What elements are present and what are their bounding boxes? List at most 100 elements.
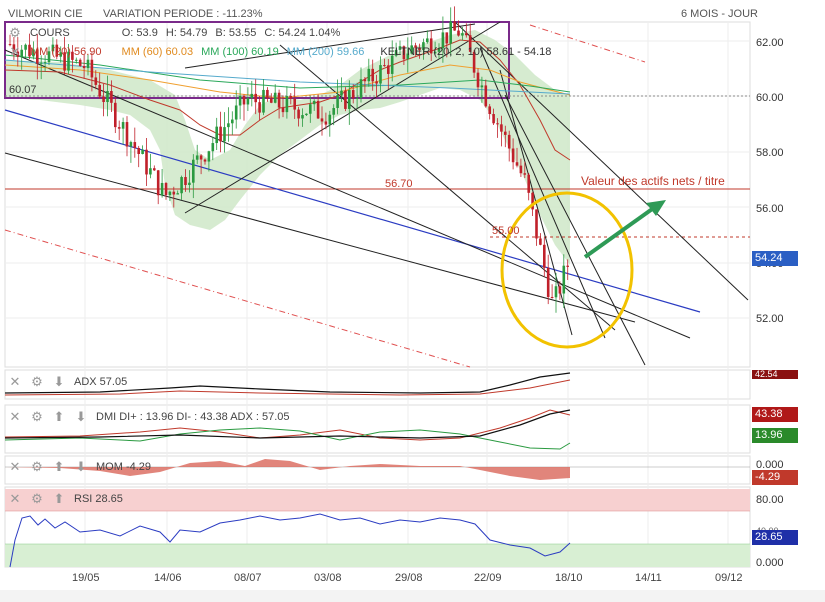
legend-high: H: 54.79 [165, 27, 208, 39]
x-tick-label: 22/09 [474, 572, 502, 584]
candle-body [234, 105, 238, 120]
candle-body [414, 45, 417, 48]
gear-icon[interactable]: ⚙ [31, 459, 43, 474]
candle-body [137, 147, 140, 155]
candle-body [410, 45, 413, 54]
adx-toolbar: ✕ ⚙ ⬇ ADX 57.05 [8, 374, 128, 390]
candle-body [426, 38, 429, 43]
candle-body [153, 168, 156, 171]
candle-body [507, 134, 511, 149]
period-variation: VARIATION PERIODE : -11.23% [103, 8, 263, 20]
close-icon[interactable]: ✕ [9, 44, 21, 59]
candle-body [546, 267, 550, 297]
candle-body [43, 62, 47, 64]
candle-body [449, 21, 452, 44]
candle-body [188, 182, 191, 185]
ma100-line [4, 54, 571, 93]
rsi-line [9, 513, 571, 568]
x-tick-label: 29/08 [395, 572, 423, 584]
candle-body [242, 95, 246, 105]
gear-icon[interactable]: ⚙ [31, 409, 43, 424]
close-icon[interactable]: ✕ [9, 491, 21, 506]
candle-body [149, 168, 152, 175]
gear-icon[interactable]: ⚙ [31, 491, 43, 506]
adx-badge: 42.54 [752, 370, 798, 379]
candle-body [273, 92, 277, 103]
candle-body [422, 42, 425, 51]
y-tick-label: 58.00 [756, 147, 784, 160]
legend-mm200: MM (200) 59.66 [286, 46, 365, 58]
candle-body [562, 265, 566, 294]
candle-body [465, 33, 468, 36]
candle-body [168, 191, 172, 196]
candle-body [543, 244, 546, 268]
period-selector[interactable]: 6 MOIS - JOUR [681, 8, 759, 20]
candle-body [383, 65, 386, 67]
level-label-6007: 60.07 [9, 84, 37, 96]
arrow-down-icon[interactable]: ⬇ [75, 409, 87, 424]
close-icon[interactable]: ✕ [9, 459, 21, 474]
mom-badge: -4.29 [752, 470, 798, 485]
candle-body [504, 131, 507, 135]
candle-body [246, 98, 250, 105]
x-tick-label: 19/05 [72, 572, 100, 584]
candle-body [192, 159, 195, 183]
candle-body [117, 127, 121, 129]
candle-body [82, 65, 86, 69]
candle-body [86, 59, 90, 69]
mom-tick-zero: 0.000 [756, 462, 759, 463]
legend-keltner: KELTNER (20, 2, 10) 58.61 - 54.18 [380, 46, 552, 58]
gear-icon[interactable]: ⚙ [31, 374, 43, 389]
legend-mm100: MM (100) 60.19 [201, 46, 279, 58]
candle-body [371, 68, 374, 82]
mom-label: MOM -4.29 [96, 461, 152, 473]
mom-area [5, 459, 570, 480]
close-icon[interactable]: ✕ [9, 374, 21, 389]
candle-body [519, 165, 523, 174]
arrow-down-icon[interactable]: ⬇ [75, 459, 87, 474]
x-tick-label: 14/06 [154, 572, 182, 584]
candle-body [402, 46, 406, 60]
candle-body [340, 90, 343, 96]
close-icon[interactable]: ✕ [9, 409, 21, 424]
rsi-toolbar: ✕ ⚙ ⬆ RSI 28.65 [8, 491, 123, 507]
legend-mm20: MM (20) 56.90 [30, 46, 102, 58]
candle-body [375, 81, 378, 84]
candle-body [203, 159, 207, 162]
arrow-up-icon[interactable]: ⬆ [53, 491, 65, 506]
last-price-badge: 54.24 [752, 251, 798, 266]
arrow-up-icon[interactable]: ⬆ [53, 409, 65, 424]
mom-tick-top: 0.000 [756, 459, 784, 471]
candle-body [324, 121, 328, 125]
candle-body [301, 115, 304, 119]
candle-body [28, 44, 31, 57]
x-tick-label: 08/07 [234, 572, 262, 584]
candle-body [94, 77, 98, 85]
candle-body [32, 49, 35, 57]
candle-body [71, 51, 74, 60]
gear-icon[interactable]: ⚙ [9, 25, 21, 40]
candle-body [441, 32, 445, 49]
y-tick-label: 56.00 [756, 202, 784, 215]
candle-body [176, 193, 179, 195]
candle-body [289, 96, 293, 99]
candle-body [39, 62, 43, 64]
candle-body [332, 108, 335, 115]
candle-body [355, 97, 359, 99]
candle-body [180, 177, 183, 194]
arrow-up-icon[interactable]: ⬆ [53, 459, 65, 474]
dmi-toolbar: ✕ ⚙ ⬆ ⬇ DMI DI+ : 13.96 DI- : 43.38 ADX … [8, 409, 290, 425]
candle-body [270, 98, 273, 103]
candle-body [121, 122, 125, 129]
arrow-down-icon[interactable]: ⬇ [53, 374, 65, 389]
candle-body [515, 162, 519, 166]
candle-body [231, 119, 234, 124]
horizontal-scrollbar[interactable] [0, 590, 825, 602]
candle-body [211, 143, 215, 152]
candle-body [453, 21, 456, 31]
dmi-minus-badge: 43.38 [752, 407, 798, 422]
candle-body [492, 114, 495, 124]
candle-body [102, 96, 105, 103]
candle-body [539, 238, 542, 245]
